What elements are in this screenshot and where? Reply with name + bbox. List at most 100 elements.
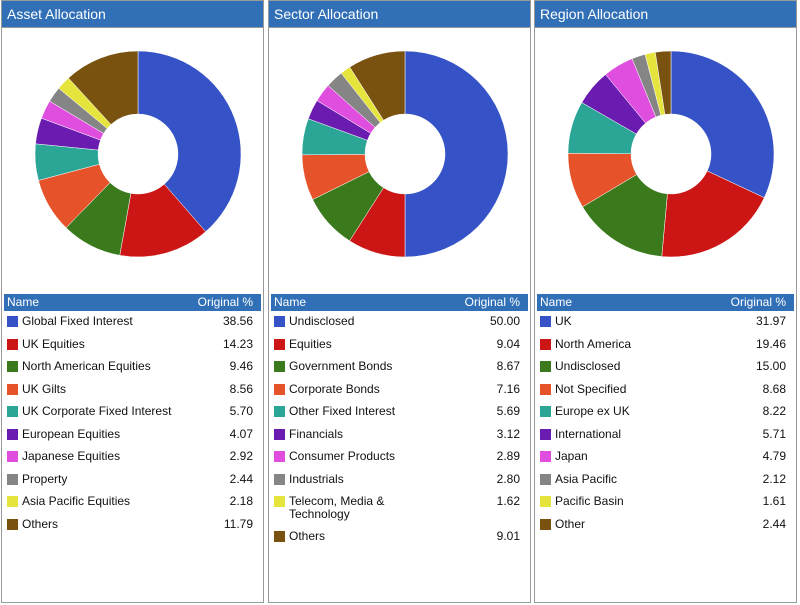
legend-swatch <box>7 496 18 507</box>
legend-swatch <box>7 338 18 350</box>
column-header: Original % <box>197 295 253 309</box>
table-row: Others 11.79 <box>4 516 261 539</box>
table-row: UK Gilts 8.56 <box>4 381 261 404</box>
legend-swatch <box>274 473 285 485</box>
panel: Asset Allocation Name Original % Global Fix… <box>1 0 264 603</box>
value-label: 31.97 <box>755 314 786 328</box>
legend-swatch <box>274 428 285 440</box>
legend-swatch <box>540 361 551 372</box>
category-name: UK Corporate Fixed Interest <box>22 404 172 418</box>
legend-swatch <box>7 383 18 395</box>
legend-swatch <box>7 361 18 372</box>
category-name: Other Fixed Interest <box>289 404 396 418</box>
value-label: 38.56 <box>222 314 253 328</box>
table-header: Name Original % <box>4 294 261 311</box>
column-header: Name <box>540 295 573 309</box>
donut-slice <box>661 170 765 258</box>
table-body: UK 31.97 North America 19.46 Undisclosed 15.0… <box>537 313 794 538</box>
value-label: 4.07 <box>229 426 253 441</box>
donut-chart <box>34 50 242 258</box>
value-label: 19.46 <box>755 336 786 351</box>
donut-chart <box>301 50 509 258</box>
table-row: UK 31.97 <box>537 313 794 336</box>
category-name: Pacific Basin <box>555 494 624 508</box>
value-label: 4.79 <box>762 449 786 463</box>
legend-swatch <box>274 383 285 395</box>
category-name: Asia Pacific <box>555 471 618 486</box>
table-row: Other 2.44 <box>537 516 794 539</box>
panel: Sector Allocation Name Original % Undisclos… <box>268 0 531 603</box>
legend-swatch <box>540 428 551 440</box>
category-name: UK Gilts <box>22 381 67 396</box>
legend-swatch <box>540 383 551 395</box>
table-row: Asia Pacific Equities 2.18 <box>4 493 261 516</box>
table-row: Asia Pacific 2.12 <box>537 471 794 494</box>
legend-swatch <box>7 451 18 462</box>
value-label: 2.80 <box>496 471 520 486</box>
legend-swatch <box>274 451 285 462</box>
table-row: Industrials 2.80 <box>271 471 528 494</box>
donut-chart <box>567 50 775 258</box>
table-row: North America 19.46 <box>537 336 794 359</box>
column-header: Original % <box>464 295 520 309</box>
value-label: 5.69 <box>496 404 520 418</box>
table-row: International 5.71 <box>537 426 794 449</box>
value-label: 2.44 <box>762 516 786 531</box>
legend-swatch <box>7 316 18 327</box>
donut-slice <box>654 50 672 115</box>
table-row: Global Fixed Interest 38.56 <box>4 313 261 336</box>
category-name: Asia Pacific Equities <box>22 494 131 508</box>
value-label: 8.56 <box>229 381 253 396</box>
value-label: 14.23 <box>222 336 253 351</box>
value-label: 8.68 <box>762 381 786 396</box>
value-label: 2.89 <box>496 449 520 463</box>
category-name: Financials <box>289 426 344 441</box>
table-row: Pacific Basin 1.61 <box>537 493 794 516</box>
panel: Region Allocation Name Original % UK 31.97 No… <box>534 0 797 603</box>
category-name: European Equities <box>22 426 121 441</box>
donut-slice <box>137 50 242 233</box>
table-body: Global Fixed Interest 38.56 UK Equities 14.… <box>4 313 261 538</box>
category-name: Japan <box>555 449 588 463</box>
category-name: Global Fixed Interest <box>22 314 133 328</box>
category-name: UK Equities <box>22 336 85 351</box>
donut-slice <box>349 50 406 121</box>
legend-swatch <box>540 473 551 485</box>
table-row: European Equities 4.07 <box>4 426 261 449</box>
legend-swatch <box>540 451 551 462</box>
value-label: 1.62 <box>496 494 520 508</box>
table-row: Other Fixed Interest 5.69 <box>271 403 528 426</box>
legend-swatch <box>274 361 285 372</box>
legend-swatch <box>7 428 18 440</box>
legend-swatch <box>274 531 285 542</box>
legend-swatch <box>540 518 551 530</box>
table-row: Undisclosed 50.00 <box>271 313 528 336</box>
value-label: 8.67 <box>496 359 520 373</box>
table-body: Undisclosed 50.00 Equities 9.04 Government B… <box>271 313 528 551</box>
table-row: Corporate Bonds 7.16 <box>271 381 528 404</box>
donut-slice <box>68 50 139 125</box>
table-row: Equities 9.04 <box>271 336 528 359</box>
value-label: 3.12 <box>496 426 520 441</box>
donut-slice <box>670 50 775 199</box>
value-label: 15.00 <box>755 359 786 373</box>
table-row: Japanese Equities 2.92 <box>4 448 261 471</box>
legend-swatch <box>7 473 18 485</box>
value-label: 50.00 <box>489 314 520 328</box>
column-header: Name <box>274 295 307 309</box>
donut-slice <box>404 50 509 258</box>
category-name: International <box>555 426 622 441</box>
value-label: 2.12 <box>762 471 786 486</box>
category-name: Others <box>289 529 326 543</box>
table-row: Europe ex UK 8.22 <box>537 403 794 426</box>
category-name: Europe ex UK <box>555 404 630 418</box>
legend-swatch <box>540 496 551 507</box>
table-row: Consumer Products 2.89 <box>271 448 528 471</box>
table-row: Property 2.44 <box>4 471 261 494</box>
value-label: 7.16 <box>496 381 520 396</box>
legend-swatch <box>540 338 551 350</box>
category-name: Others <box>22 516 59 531</box>
legend-swatch <box>7 518 18 530</box>
table-header: Name Original % <box>271 294 528 311</box>
category-name: Property <box>22 471 68 486</box>
